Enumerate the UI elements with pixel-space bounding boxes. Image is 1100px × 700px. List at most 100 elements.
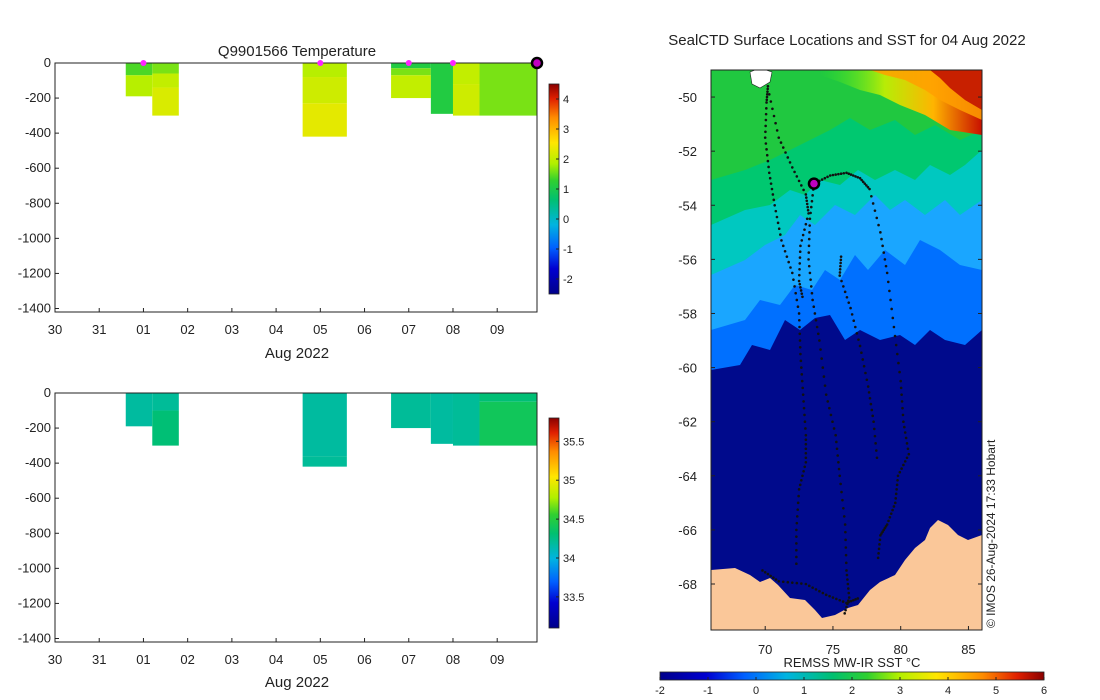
track-point	[847, 591, 851, 595]
map-ytick-label: -54	[678, 198, 697, 213]
track-point	[890, 307, 893, 311]
track-point	[861, 180, 865, 184]
track-point	[807, 264, 811, 268]
track-point	[777, 136, 781, 139]
track-point	[823, 176, 827, 180]
track-point	[796, 508, 800, 511]
track-point	[801, 386, 804, 390]
track-point	[898, 470, 902, 474]
track-point	[845, 601, 848, 605]
track-point	[763, 136, 767, 139]
track-point	[806, 205, 809, 209]
track-point	[868, 396, 872, 400]
track-point	[867, 391, 871, 394]
track-point	[795, 535, 798, 538]
track-point	[795, 528, 798, 532]
salinity-profile-cell	[452, 393, 480, 446]
track-point	[893, 501, 897, 505]
track-point	[901, 406, 904, 410]
track-point	[894, 343, 898, 347]
track-point	[809, 205, 813, 209]
temperature-profile-marker	[449, 60, 456, 66]
salinity-xtick-label: 31	[92, 652, 106, 667]
salinity-xtick-label: 04	[269, 652, 283, 667]
track-point	[835, 447, 839, 451]
track-point	[800, 379, 804, 383]
track-point	[847, 301, 851, 304]
track-point	[863, 182, 867, 185]
track-point	[804, 582, 808, 586]
track-point	[860, 351, 863, 355]
track-point	[765, 148, 768, 151]
sst-red-patch	[930, 70, 982, 110]
track-point	[895, 483, 899, 487]
track-point	[804, 222, 808, 226]
track-point	[839, 255, 843, 258]
track-point	[816, 332, 820, 336]
track-point	[808, 271, 812, 275]
track-point	[892, 505, 896, 508]
salinity-colorbar-tick-label: 33.5	[563, 592, 584, 604]
track-point	[839, 261, 842, 265]
track-point	[847, 172, 851, 176]
salinity-colorbar	[548, 417, 560, 629]
track-point	[795, 555, 798, 559]
track-point	[786, 156, 790, 159]
track-point	[800, 184, 803, 187]
map-ytick-label: -56	[678, 252, 697, 267]
track-point	[765, 101, 768, 104]
temperature-xtick-label: 01	[136, 322, 150, 337]
track-point	[871, 202, 875, 205]
track-point	[798, 273, 801, 277]
temperature-profile-cell	[152, 87, 179, 116]
track-point	[828, 406, 831, 410]
track-point	[791, 166, 794, 169]
track-point	[893, 334, 897, 338]
track-point	[768, 176, 772, 180]
track-point	[802, 406, 806, 410]
track-point	[896, 352, 899, 356]
track-point	[907, 452, 911, 456]
track-point	[804, 447, 808, 451]
map-xtick-label: 75	[826, 642, 840, 657]
track-point	[805, 196, 808, 199]
track-point	[818, 339, 821, 342]
track-point	[764, 142, 768, 145]
track-point	[774, 578, 778, 581]
temperature-latest-marker	[530, 56, 544, 70]
antarctic-land	[711, 520, 982, 630]
track-point	[905, 456, 909, 460]
track-point	[882, 251, 886, 254]
track-point	[831, 173, 835, 177]
track-point	[849, 599, 853, 603]
track-point	[798, 262, 802, 265]
map-xtick-label: 85	[961, 642, 975, 657]
temperature-ytick-label: -400	[25, 125, 51, 140]
track-point	[766, 572, 770, 576]
track-point	[766, 87, 769, 91]
track-point	[812, 305, 816, 309]
track-point	[843, 523, 847, 526]
track-point	[834, 433, 837, 437]
track-point	[795, 298, 799, 302]
temperature-profile-cell	[152, 63, 179, 74]
track-point	[860, 178, 863, 182]
track-point	[879, 534, 882, 537]
track-point	[838, 271, 842, 274]
track-point	[808, 231, 811, 234]
track-point	[804, 451, 808, 455]
track-point	[809, 211, 812, 215]
track-point	[818, 589, 821, 593]
track-point	[903, 425, 906, 429]
track-point	[767, 171, 771, 175]
temperature-xtick-label: 31	[92, 322, 106, 337]
track-point	[810, 199, 814, 203]
track-point	[887, 519, 890, 523]
temperature-xtick-label: 06	[357, 322, 371, 337]
track-point	[798, 339, 802, 342]
track-point	[842, 506, 845, 510]
salinity-colorbar-tick-label: 34.5	[563, 514, 584, 526]
track-point	[846, 582, 850, 586]
track-point	[903, 431, 907, 434]
temperature-profile-cell	[452, 84, 480, 116]
